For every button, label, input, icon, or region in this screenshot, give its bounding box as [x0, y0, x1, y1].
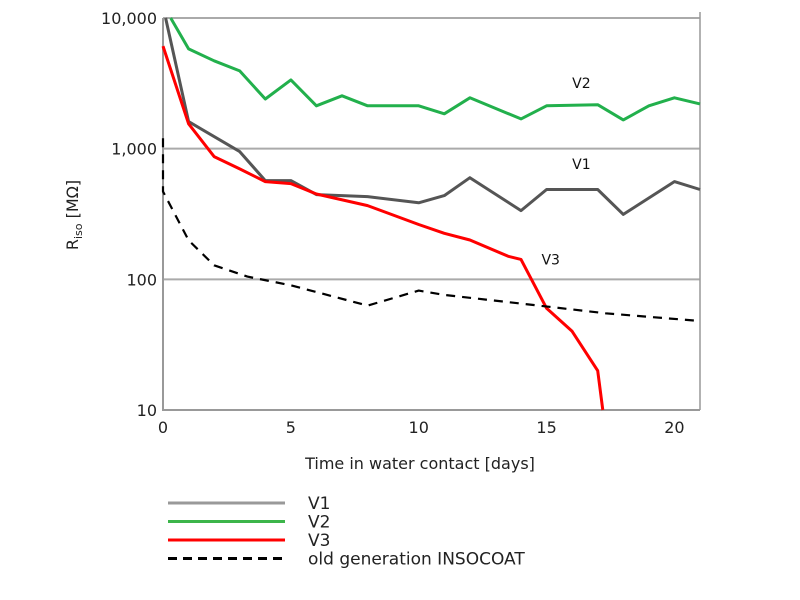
series-label-v3: V3 [541, 252, 559, 268]
x-tick-label: 15 [536, 418, 556, 437]
x-tick-label: 0 [158, 418, 168, 437]
legend-label: V3 [308, 531, 330, 551]
series-line-v1 [164, 17, 701, 216]
legend-label: V1 [308, 494, 330, 514]
x-tick-label: 5 [286, 418, 296, 437]
legend-label: V2 [308, 513, 330, 533]
legend-label: old generation INSOCOAT [308, 550, 525, 570]
y-axis-label: Riso [MΩ] [63, 180, 85, 250]
series-annotations: V1 V2 V3 [541, 76, 590, 268]
series-line-v3 [161, 45, 605, 411]
series-label-v2: V2 [572, 76, 590, 92]
series-line-v2 [169, 17, 701, 122]
series-line-old-generation-insocoat [161, 138, 701, 323]
y-tick-label: 10,000 [101, 9, 157, 28]
x-axis-label: Time in water contact [days] [304, 454, 535, 473]
y-tick-label: 10 [137, 401, 157, 420]
y-tick-label: 1,000 [111, 140, 157, 159]
plot-frame [162, 12, 701, 411]
y-tick-label: 100 [126, 270, 157, 289]
x-tick-label: 20 [664, 418, 684, 437]
grid [163, 17, 700, 281]
x-tick-label: 10 [409, 418, 429, 437]
series-label-v1: V1 [572, 157, 590, 173]
y-tick-labels: 10 100 1,000 10,000 [101, 9, 157, 420]
x-tick-labels: 0 5 10 15 20 [158, 418, 685, 437]
series-lines [161, 17, 701, 411]
